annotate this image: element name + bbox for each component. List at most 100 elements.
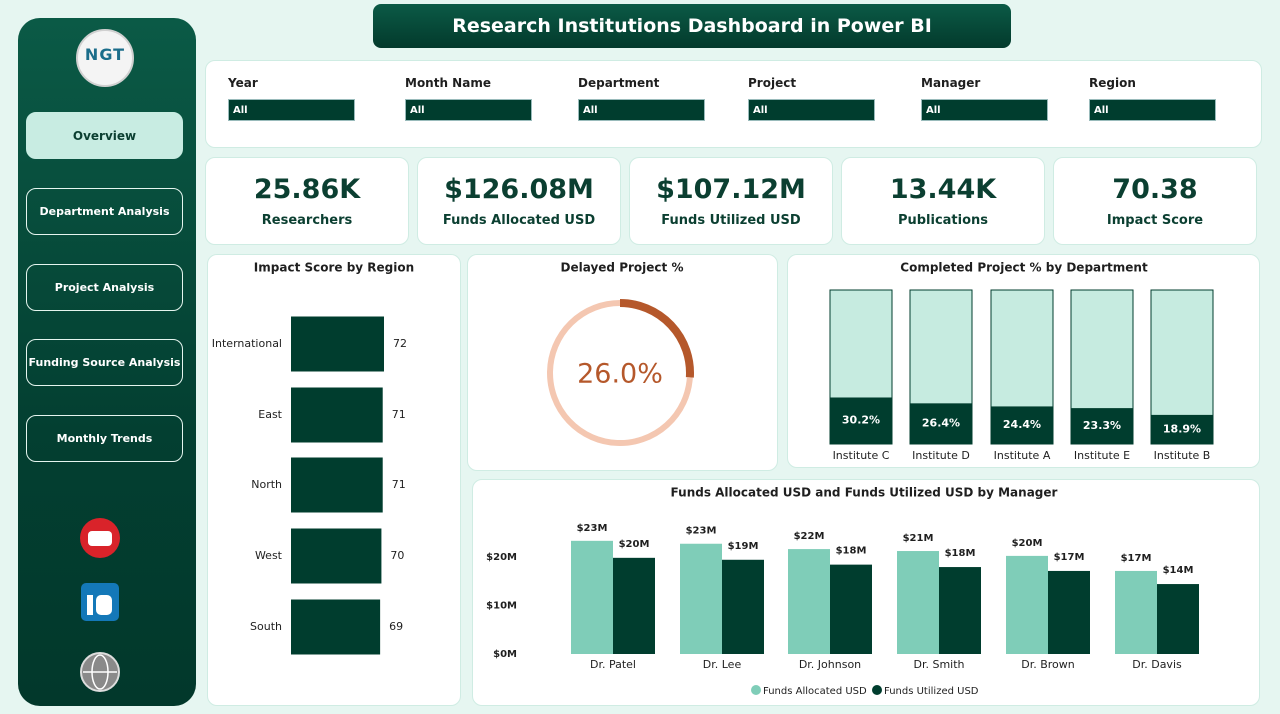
- x-tick-label: Dr. Davis: [1132, 658, 1182, 671]
- filter-value: All: [583, 104, 598, 116]
- data-label: 18.9%: [1163, 422, 1201, 435]
- chart-panel: Completed Project % by Department 30.2% In…: [787, 254, 1260, 468]
- data-label: 24.4%: [1003, 418, 1041, 431]
- kpi-card: 25.86K Researchers: [205, 157, 409, 245]
- y-tick-label: $10M: [486, 600, 517, 611]
- x-tick-label: Dr. Patel: [590, 658, 636, 671]
- data-label: $21M: [903, 533, 934, 544]
- filter-dropdown[interactable]: All: [1089, 99, 1216, 121]
- bar: [1157, 584, 1199, 654]
- social-icons: [80, 518, 120, 692]
- chart-panel: Delayed Project % 26.0%: [467, 254, 778, 471]
- filter-dropdown[interactable]: All: [228, 99, 355, 121]
- bar: [1071, 408, 1133, 444]
- x-tick-label: Institute E: [1074, 449, 1130, 462]
- nav-button[interactable]: Department Analysis: [26, 188, 183, 235]
- legend-label: Funds Allocated USD: [763, 686, 867, 697]
- filter-dropdown[interactable]: All: [405, 99, 532, 121]
- data-label: 71: [392, 478, 406, 491]
- data-label: $23M: [577, 523, 608, 534]
- x-tick-label: Institute B: [1154, 449, 1211, 462]
- bar: [830, 397, 892, 444]
- y-tick-label: East: [258, 408, 282, 421]
- filter-dropdown[interactable]: All: [921, 99, 1048, 121]
- bar: [1151, 414, 1213, 444]
- kpi-card: $107.12M Funds Utilized USD: [629, 157, 833, 245]
- kpi-value: 70.38: [1112, 174, 1198, 205]
- legend-swatch: [872, 685, 882, 695]
- bar: [939, 567, 981, 654]
- legend-swatch: [751, 685, 761, 695]
- kpi-card: 13.44K Publications: [841, 157, 1045, 245]
- data-label: $19M: [728, 541, 759, 552]
- bar: [291, 599, 381, 655]
- bar: [1048, 570, 1090, 654]
- donut-segment: [547, 300, 693, 446]
- filter-value: All: [410, 104, 425, 116]
- bar: [571, 540, 613, 654]
- chart-title: Delayed Project %: [561, 261, 684, 275]
- filter-value: All: [233, 104, 248, 116]
- bar: [722, 559, 764, 654]
- bar: [897, 551, 939, 654]
- filter-dropdown[interactable]: All: [578, 99, 705, 121]
- kpi-label: Researchers: [261, 213, 353, 228]
- kpi-value: $126.08M: [444, 174, 594, 205]
- filter-label: Manager: [921, 76, 981, 90]
- y-tick-label: North: [251, 478, 282, 491]
- kpi-label: Funds Utilized USD: [661, 213, 801, 228]
- data-label: $14M: [1163, 565, 1194, 576]
- kpi-card: 70.38 Impact Score: [1053, 157, 1257, 245]
- chart: Impact Score by Region International 72 Eas…: [212, 261, 414, 655]
- bar: [1006, 555, 1048, 654]
- filter-label: Project: [748, 76, 797, 90]
- data-label: 70: [390, 549, 404, 562]
- data-label: 26.4%: [922, 417, 960, 430]
- y-tick-label: South: [250, 620, 282, 633]
- kpi-value: $107.12M: [656, 174, 806, 205]
- chart: Delayed Project % 26.0%: [547, 261, 694, 446]
- filter-dropdown[interactable]: All: [748, 99, 875, 121]
- filter-panel: [205, 60, 1262, 148]
- bar: [291, 316, 384, 372]
- data-label: $23M: [686, 526, 717, 537]
- header: Research Institutions Dashboard in Power…: [373, 4, 1011, 48]
- data-label: 69: [389, 620, 403, 633]
- y-tick-label: West: [255, 549, 283, 562]
- data-label: $20M: [1012, 538, 1043, 549]
- x-tick-label: Institute A: [994, 449, 1051, 462]
- data-label: $17M: [1121, 553, 1152, 564]
- filter-label: Year: [228, 76, 258, 90]
- donut-segment: [619, 299, 694, 378]
- kpi-label: Funds Allocated USD: [442, 213, 596, 228]
- youtube-icon-play: [88, 531, 112, 546]
- data-label: $20M: [619, 539, 650, 550]
- logo-text: NGT: [84, 45, 126, 64]
- nav-button[interactable]: Monthly Trends: [26, 415, 183, 462]
- chart-panel: Impact Score by Region International 72 Eas…: [207, 254, 461, 706]
- nav-button[interactable]: Overview: [26, 112, 183, 159]
- center-label: 26.0%: [577, 359, 663, 390]
- linkedin-mark: [87, 595, 93, 615]
- x-tick-label: Dr. Lee: [703, 658, 742, 671]
- data-label: 72: [393, 337, 407, 350]
- kpi-label: Impact Score: [1106, 213, 1204, 228]
- x-tick-label: Dr. Brown: [1021, 658, 1075, 671]
- bar: [291, 387, 383, 443]
- nav-button[interactable]: Project Analysis: [26, 264, 183, 311]
- nav-button[interactable]: Funding Source Analysis: [26, 339, 183, 386]
- linkedin-mark: [96, 595, 112, 615]
- data-label: $18M: [836, 546, 867, 557]
- x-tick-label: Dr. Johnson: [799, 658, 861, 671]
- chart: Completed Project % by Department 30.2% In…: [829, 261, 1214, 462]
- filter-label: Department: [578, 76, 660, 90]
- data-label: $18M: [945, 548, 976, 559]
- filter-value: All: [926, 104, 941, 116]
- bar: [1115, 570, 1157, 654]
- legend-label: Funds Utilized USD: [884, 686, 979, 697]
- chart-panel: Funds Allocated USD and Funds Utilized U…: [472, 479, 1260, 706]
- page-title: Research Institutions Dashboard in Power…: [452, 15, 932, 37]
- y-tick-label: $0M: [493, 649, 517, 660]
- filter-label: Region: [1089, 76, 1136, 90]
